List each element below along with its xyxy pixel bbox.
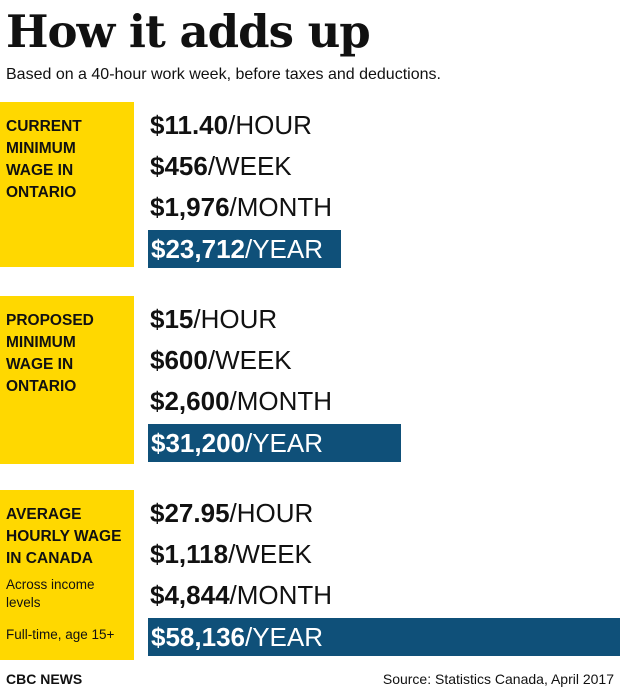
rate-amount: $4,844 xyxy=(150,580,230,610)
yearly-amount: $58,136 xyxy=(151,622,245,652)
rate-row: $4,844/MONTH xyxy=(150,576,332,614)
rate-row: $15/HOUR xyxy=(150,300,277,338)
yearly-unit: /YEAR xyxy=(244,622,324,652)
rate-amount: $1,976 xyxy=(150,192,230,222)
rate-amount: $15 xyxy=(150,304,194,334)
rate-amount: $1,118 xyxy=(150,539,229,569)
rate-amount: $600 xyxy=(150,345,208,375)
page-subtitle: Based on a 40-hour work week, before tax… xyxy=(6,66,441,83)
rate-row: $456/WEEK xyxy=(150,147,292,185)
group-label: PROPOSED MINIMUM WAGE IN ONTARIO xyxy=(6,312,94,395)
yearly-bar: $31,200/YEAR xyxy=(148,424,401,462)
yearly-bar: $23,712/YEAR xyxy=(148,230,341,268)
rate-unit: /HOUR xyxy=(228,110,312,140)
yearly-unit: /YEAR xyxy=(244,234,324,264)
rate-row: $1,118/WEEK xyxy=(150,535,312,573)
rate-row: $2,600/MONTH xyxy=(150,382,332,420)
group-note: Full-time, age 15+ xyxy=(6,627,115,642)
brand-credit: CBC NEWS xyxy=(6,671,83,687)
wage-group: AVERAGE HOURLY WAGE IN CANADA Across inco… xyxy=(0,490,620,660)
rate-amount: $2,600 xyxy=(150,386,230,416)
rate-unit: /WEEK xyxy=(207,345,292,375)
rate-row: $600/WEEK xyxy=(150,341,292,379)
wage-group: PROPOSED MINIMUM WAGE IN ONTARIO $15/HOUR… xyxy=(0,296,620,464)
rate-row: $27.95/HOUR xyxy=(150,494,313,532)
rate-unit: /HOUR xyxy=(229,498,314,528)
yearly-unit: /YEAR xyxy=(244,428,324,458)
yearly-label: $58,136/YEAR xyxy=(151,618,323,661)
yearly-amount: $31,200 xyxy=(151,428,245,458)
yearly-label: $31,200/YEAR xyxy=(151,424,323,467)
rate-unit: /WEEK xyxy=(207,151,292,181)
rate-unit: /MONTH xyxy=(229,580,333,610)
group-label-box: AVERAGE HOURLY WAGE IN CANADA Across inco… xyxy=(0,490,134,660)
rate-amount: $11.40 xyxy=(150,110,229,140)
rate-unit: /WEEK xyxy=(228,539,312,569)
rate-unit: /MONTH xyxy=(229,192,333,222)
wage-group: CURRENT MINIMUM WAGE IN ONTARIO $11.40/HO… xyxy=(0,102,620,268)
yearly-bar: $58,136/YEAR xyxy=(148,618,620,656)
page-title: How it adds up xyxy=(6,5,371,58)
group-label-box: CURRENT MINIMUM WAGE IN ONTARIO xyxy=(0,102,134,267)
group-label: CURRENT MINIMUM WAGE IN ONTARIO xyxy=(6,118,82,201)
group-label-box: PROPOSED MINIMUM WAGE IN ONTARIO xyxy=(0,296,134,464)
source-credit: Source: Statistics Canada, April 2017 xyxy=(382,671,614,687)
rate-row: $11.40/HOUR xyxy=(150,106,312,144)
group-note: Across income levels xyxy=(6,577,95,610)
rate-amount: $27.95 xyxy=(150,498,230,528)
rate-unit: /MONTH xyxy=(229,386,333,416)
yearly-label: $23,712/YEAR xyxy=(151,230,323,273)
rate-unit: /HOUR xyxy=(193,304,278,334)
rate-row: $1,976/MONTH xyxy=(150,188,332,226)
group-label: AVERAGE HOURLY WAGE IN CANADA xyxy=(6,506,122,567)
rate-amount: $456 xyxy=(150,151,208,181)
yearly-amount: $23,712 xyxy=(151,234,245,264)
